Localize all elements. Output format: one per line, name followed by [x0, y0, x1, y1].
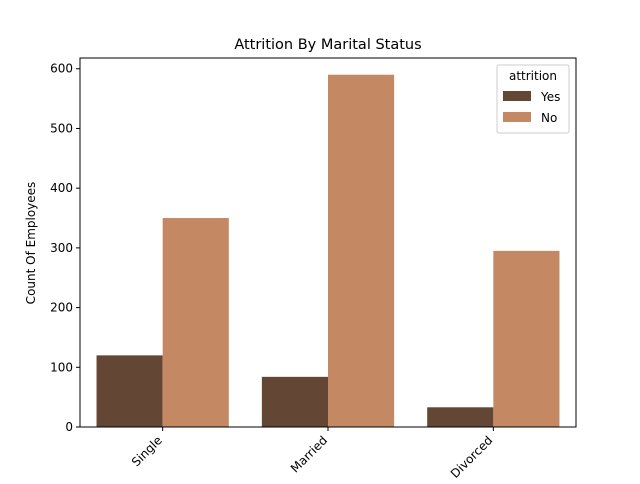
plot-frame [79, 57, 577, 428]
y-tick-label: 300 [50, 241, 73, 255]
chart-title: Attrition By Marital Status [234, 37, 421, 53]
y-tick-label: 400 [50, 181, 73, 195]
legend-swatch-no [503, 112, 531, 122]
legend: attrition Yes No [496, 64, 570, 134]
legend-title: attrition [509, 69, 557, 83]
y-tick-label: 100 [50, 360, 73, 374]
legend-label-yes: Yes [540, 90, 560, 104]
legend-entries: Yes No [503, 90, 560, 125]
bar-single-no [162, 218, 229, 427]
y-axis: 0 100 200 300 400 500 600 [50, 62, 80, 434]
y-tick-label: 200 [50, 301, 73, 315]
bar-single-yes [96, 355, 163, 427]
bars-layer [96, 74, 560, 427]
legend-label-no: No [541, 111, 557, 125]
y-axis-label: Count Of Employees [24, 182, 38, 305]
y-tick-label: 0 [65, 420, 73, 434]
x-tick-label-married: Married [288, 433, 330, 475]
bar-married-no [328, 74, 395, 427]
x-tick-label-divorced: Divorced [448, 433, 496, 480]
y-tick-label: 500 [50, 121, 73, 135]
x-axis: Single Married Divorced [129, 427, 496, 481]
y-tick-label: 600 [50, 62, 73, 76]
bar-married-yes [261, 376, 328, 427]
x-tick-label-single: Single [129, 433, 165, 469]
bar-divorced-yes [427, 407, 494, 427]
bar-divorced-no [493, 250, 560, 427]
legend-swatch-yes [503, 91, 531, 101]
